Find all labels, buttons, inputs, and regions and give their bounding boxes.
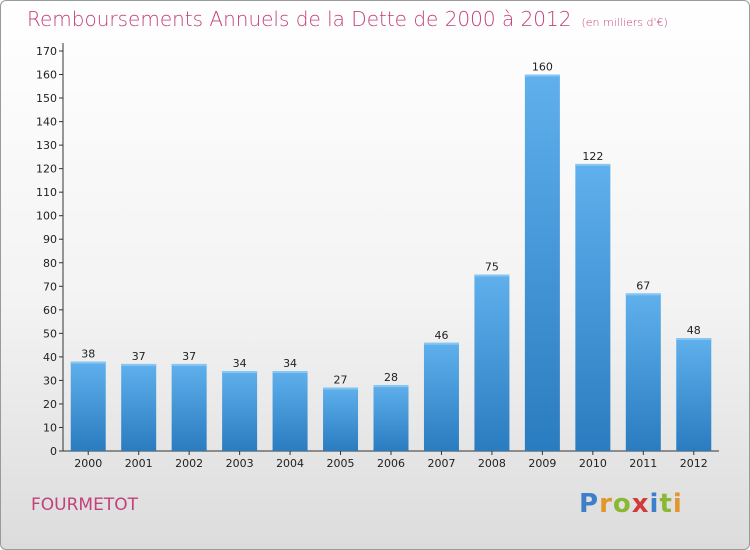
x-tick-label: 2011: [629, 457, 657, 470]
y-tick-label: 70: [43, 280, 57, 293]
bar-value-label: 37: [132, 350, 146, 363]
bar-highlight: [121, 363, 157, 366]
logo-letter: t: [659, 489, 673, 519]
logo-letter: x: [631, 489, 650, 519]
bar-2007: [423, 342, 459, 451]
x-tick-label: 2007: [427, 457, 455, 470]
bar-2004: [272, 371, 308, 451]
y-axis: 0 10 20 30 40 50 60 70 80 90 100 110 120 130 140 150 160…: [36, 43, 64, 458]
x-axis: 2000 2001 2002 2003 2004 2005 2006 2007 2008 2009…: [63, 450, 719, 470]
bar-value-label: 122: [582, 150, 603, 163]
bar-highlight: [524, 74, 560, 77]
bar-2000: [70, 361, 106, 451]
bar-highlight: [474, 274, 510, 277]
x-tick-label: 2006: [377, 457, 405, 470]
x-tick-label: 2002: [175, 457, 203, 470]
x-tick-label: 2000: [74, 457, 102, 470]
bar-value-label: 46: [434, 329, 448, 342]
y-tick-label: 0: [50, 445, 57, 458]
y-tick-label: 50: [43, 327, 57, 340]
y-tick-label: 90: [43, 233, 57, 246]
bar-2009: [524, 74, 560, 451]
y-tick-label: 40: [43, 351, 57, 364]
bar-highlight: [272, 371, 308, 373]
bar-highlight: [323, 387, 359, 390]
x-tick-label: 2001: [125, 457, 153, 470]
bar-2002: [171, 363, 207, 451]
y-tick-label: 140: [36, 116, 57, 129]
bar-2006: [373, 385, 409, 451]
logo-letter: r: [599, 489, 613, 519]
y-tick-label: 80: [43, 257, 57, 270]
x-tick-label: 2004: [276, 457, 304, 470]
logo-letter: i: [672, 489, 683, 519]
x-tick-label: 2009: [528, 457, 556, 470]
bar-2003: [222, 371, 258, 451]
bar-value-label: 48: [687, 324, 701, 337]
x-tick-label: 2005: [327, 457, 355, 470]
bar-highlight: [423, 342, 459, 345]
y-tick-label: 110: [36, 186, 57, 199]
bar-value-label: 37: [182, 350, 196, 363]
bar-highlight: [222, 371, 258, 373]
logo-letter: i: [649, 489, 660, 519]
logo-letter: P: [579, 489, 600, 519]
y-tick-label: 160: [36, 69, 57, 82]
x-tick-label: 2010: [579, 457, 607, 470]
bar-2010: [575, 163, 611, 452]
y-tick-label: 130: [36, 139, 57, 152]
x-tick-label: 2008: [478, 457, 506, 470]
bar-value-label: 75: [485, 261, 499, 274]
bars: 38 37 37 34 34 27 28 46 75 160 122 67 48: [70, 61, 712, 452]
chart-title-text: Remboursements Annuels de la Dette de 20…: [27, 7, 572, 31]
bar-2008: [474, 274, 510, 451]
y-tick-label: 60: [43, 304, 57, 317]
y-tick-label: 20: [43, 398, 57, 411]
bar-2005: [323, 387, 359, 451]
bar-value-label: 67: [636, 279, 650, 292]
chart-title: Remboursements Annuels de la Dette de 20…: [27, 7, 668, 31]
commune-name: FOURMETOT: [31, 495, 138, 515]
bar-highlight: [373, 385, 409, 388]
bar-2012: [676, 338, 712, 451]
x-tick-label: 2012: [680, 457, 708, 470]
bar-highlight: [70, 361, 106, 364]
y-tick-label: 30: [43, 374, 57, 387]
y-tick-label: 10: [43, 421, 57, 434]
chart-subtitle: (en milliers d'€): [581, 16, 668, 29]
bar-value-label: 34: [283, 357, 297, 370]
y-tick-label: 100: [36, 210, 57, 223]
y-tick-label: 150: [36, 92, 57, 105]
bar-value-label: 38: [81, 348, 95, 361]
bar-highlight: [575, 163, 611, 166]
bar-value-label: 27: [334, 373, 348, 386]
x-tick-label: 2003: [226, 457, 254, 470]
bar-highlight: [676, 338, 712, 341]
bar-2011: [625, 293, 661, 451]
bar-highlight: [625, 293, 661, 296]
y-tick-label: 120: [36, 163, 57, 176]
logo-letter: o: [612, 489, 632, 519]
bar-value-label: 160: [532, 61, 553, 74]
bar-value-label: 34: [233, 357, 247, 370]
y-tick-label: 170: [36, 45, 57, 58]
bar-value-label: 28: [384, 371, 398, 384]
proxiti-logo[interactable]: Proxiti: [579, 489, 683, 519]
bar-2001: [121, 363, 157, 451]
bar-highlight: [171, 363, 207, 366]
